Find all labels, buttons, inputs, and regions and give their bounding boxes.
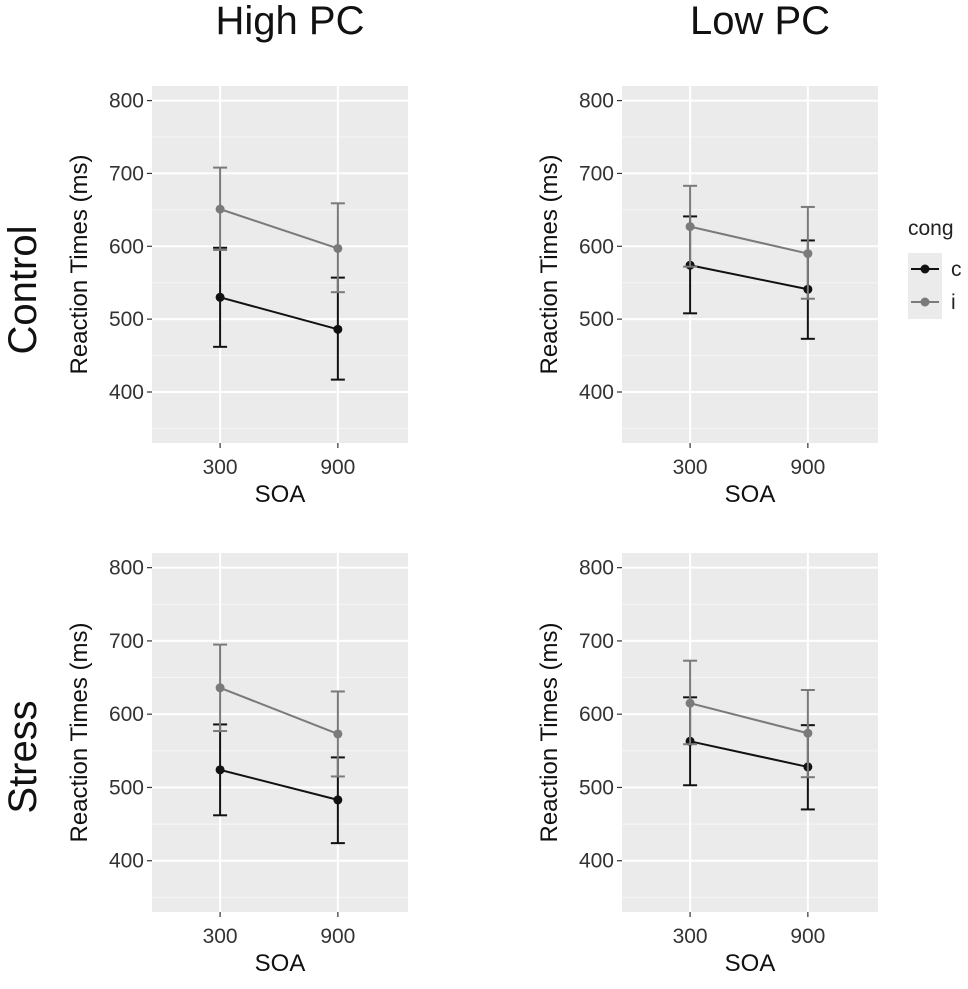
- y-tick-label: 400: [109, 850, 144, 873]
- y-tick-label: 500: [579, 776, 614, 799]
- point-i: [333, 729, 343, 739]
- panel-stress-low-pc: 400 500 600 700 800 300 900 SOA Reaction Times (…: [536, 553, 878, 977]
- y-tick-label: 400: [579, 850, 614, 873]
- series-line-c: [689, 740, 809, 768]
- plot-background: [622, 86, 878, 443]
- y-axis-title: Reaction Times (ms): [66, 622, 93, 842]
- y-axis-title: Reaction Times (ms): [536, 154, 563, 374]
- legend: cong c i: [908, 217, 962, 319]
- point-i: [215, 683, 225, 693]
- x-tick-label: 300: [203, 456, 238, 479]
- point-i: [685, 698, 695, 708]
- x-axis-title: SOA: [725, 481, 776, 508]
- legend-marker-c: [920, 264, 930, 274]
- x-axis-title: SOA: [255, 481, 306, 508]
- legend-marker-i: [920, 297, 930, 307]
- series-i: [213, 643, 345, 778]
- plot-background: [152, 553, 408, 912]
- y-tick-label: 800: [109, 90, 144, 113]
- column-title-high-pc: High PC: [216, 0, 365, 43]
- point-c: [215, 765, 225, 775]
- series-line-i: [689, 225, 809, 255]
- series-line-c: [689, 264, 809, 291]
- point-c: [333, 324, 343, 334]
- y-tick-label: 700: [579, 630, 614, 653]
- x-axis-title: SOA: [725, 950, 776, 977]
- y-axis-title: Reaction Times (ms): [66, 154, 93, 374]
- y-tick-label: 700: [109, 630, 144, 653]
- y-tick-label: 700: [579, 162, 614, 185]
- row-title-control: Control: [1, 226, 45, 355]
- series-line-c: [219, 296, 339, 331]
- y-tick-label: 500: [109, 308, 144, 331]
- y-tick-label: 500: [579, 308, 614, 331]
- x-tick-label: 300: [203, 925, 238, 948]
- point-i: [685, 222, 695, 232]
- panel-stress-high-pc: 400 500 600 700 800 300 900 SOA Reaction Times (…: [66, 553, 408, 977]
- y-tick-label: 600: [109, 703, 144, 726]
- point-i: [803, 249, 813, 259]
- series-line-i: [689, 702, 809, 735]
- x-tick-label: 300: [673, 456, 708, 479]
- series-i: [683, 659, 815, 779]
- panel-control-low-pc: 400 500 600 700 800 300 900 SOA Reaction Times (…: [536, 86, 878, 508]
- series-i: [683, 184, 815, 300]
- x-tick-label: 900: [320, 925, 355, 948]
- point-i: [215, 204, 225, 214]
- y-tick-label: 400: [579, 381, 614, 404]
- series-line-i: [219, 208, 339, 250]
- x-tick-label: 300: [673, 925, 708, 948]
- series-line-i: [219, 686, 339, 735]
- y-tick-label: 800: [579, 557, 614, 580]
- y-tick-label: 600: [579, 703, 614, 726]
- column-title-low-pc: Low PC: [690, 0, 830, 43]
- legend-title: cong: [908, 217, 954, 240]
- point-i: [333, 243, 343, 253]
- x-axis-title: SOA: [255, 950, 306, 977]
- series-i: [213, 166, 345, 294]
- x-tick-label: 900: [320, 456, 355, 479]
- point-i: [803, 728, 813, 738]
- point-c: [333, 795, 343, 805]
- plot-background: [622, 553, 878, 912]
- y-tick-label: 500: [109, 776, 144, 799]
- point-c: [215, 292, 225, 302]
- y-tick-label: 800: [579, 90, 614, 113]
- y-tick-label: 600: [109, 235, 144, 258]
- legend-label-i: i: [951, 291, 956, 314]
- y-tick-label: 800: [109, 557, 144, 580]
- plot-background: [152, 86, 408, 443]
- series-line-c: [219, 768, 339, 801]
- x-tick-label: 900: [790, 456, 825, 479]
- y-axis-title: Reaction Times (ms): [536, 622, 563, 842]
- legend-label-c: c: [951, 258, 962, 281]
- panel-control-high-pc: 400 500 600 700 800 300 900 SOA Reaction Times (…: [66, 86, 408, 508]
- panels: 400 500 600 700 800 300 900 SOA Reaction Times (…: [66, 86, 878, 977]
- y-tick-label: 400: [109, 381, 144, 404]
- y-tick-label: 600: [579, 235, 614, 258]
- x-tick-label: 900: [790, 925, 825, 948]
- row-title-stress: Stress: [1, 700, 45, 813]
- y-tick-label: 700: [109, 162, 144, 185]
